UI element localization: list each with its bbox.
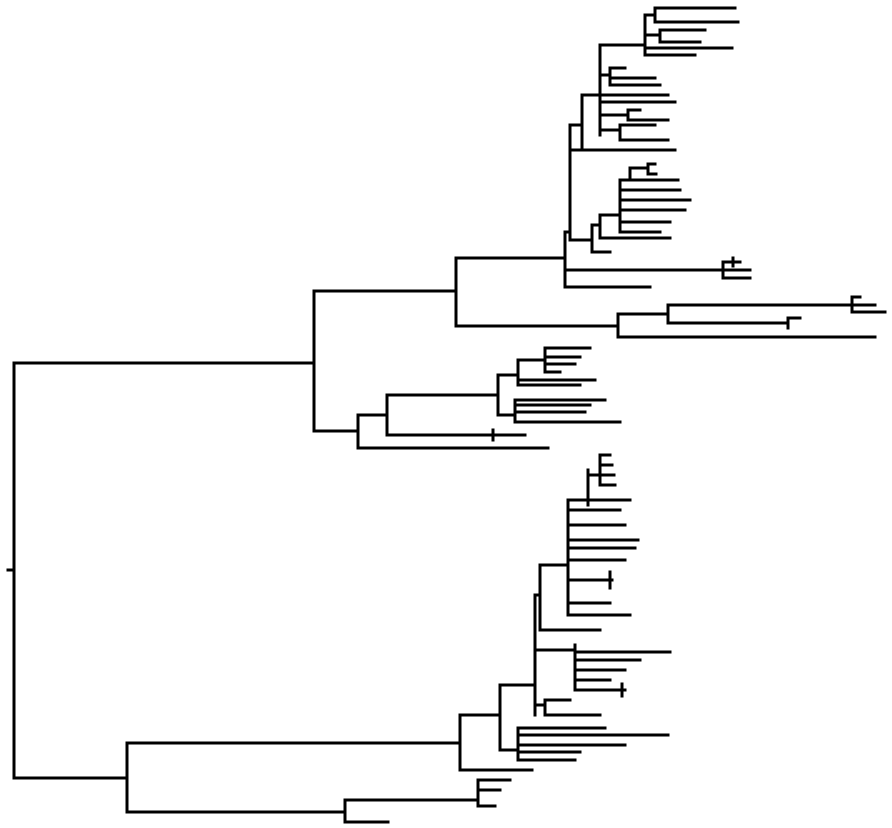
top-subclade — [568, 6, 740, 152]
root-branch — [6, 361, 316, 780]
upper-clade — [312, 123, 752, 433]
middle-clade — [312, 346, 622, 450]
second-subclade — [568, 162, 692, 254]
long-branch-clade — [454, 295, 887, 339]
lower-clade — [125, 453, 672, 814]
lower-small-clade — [125, 778, 512, 824]
